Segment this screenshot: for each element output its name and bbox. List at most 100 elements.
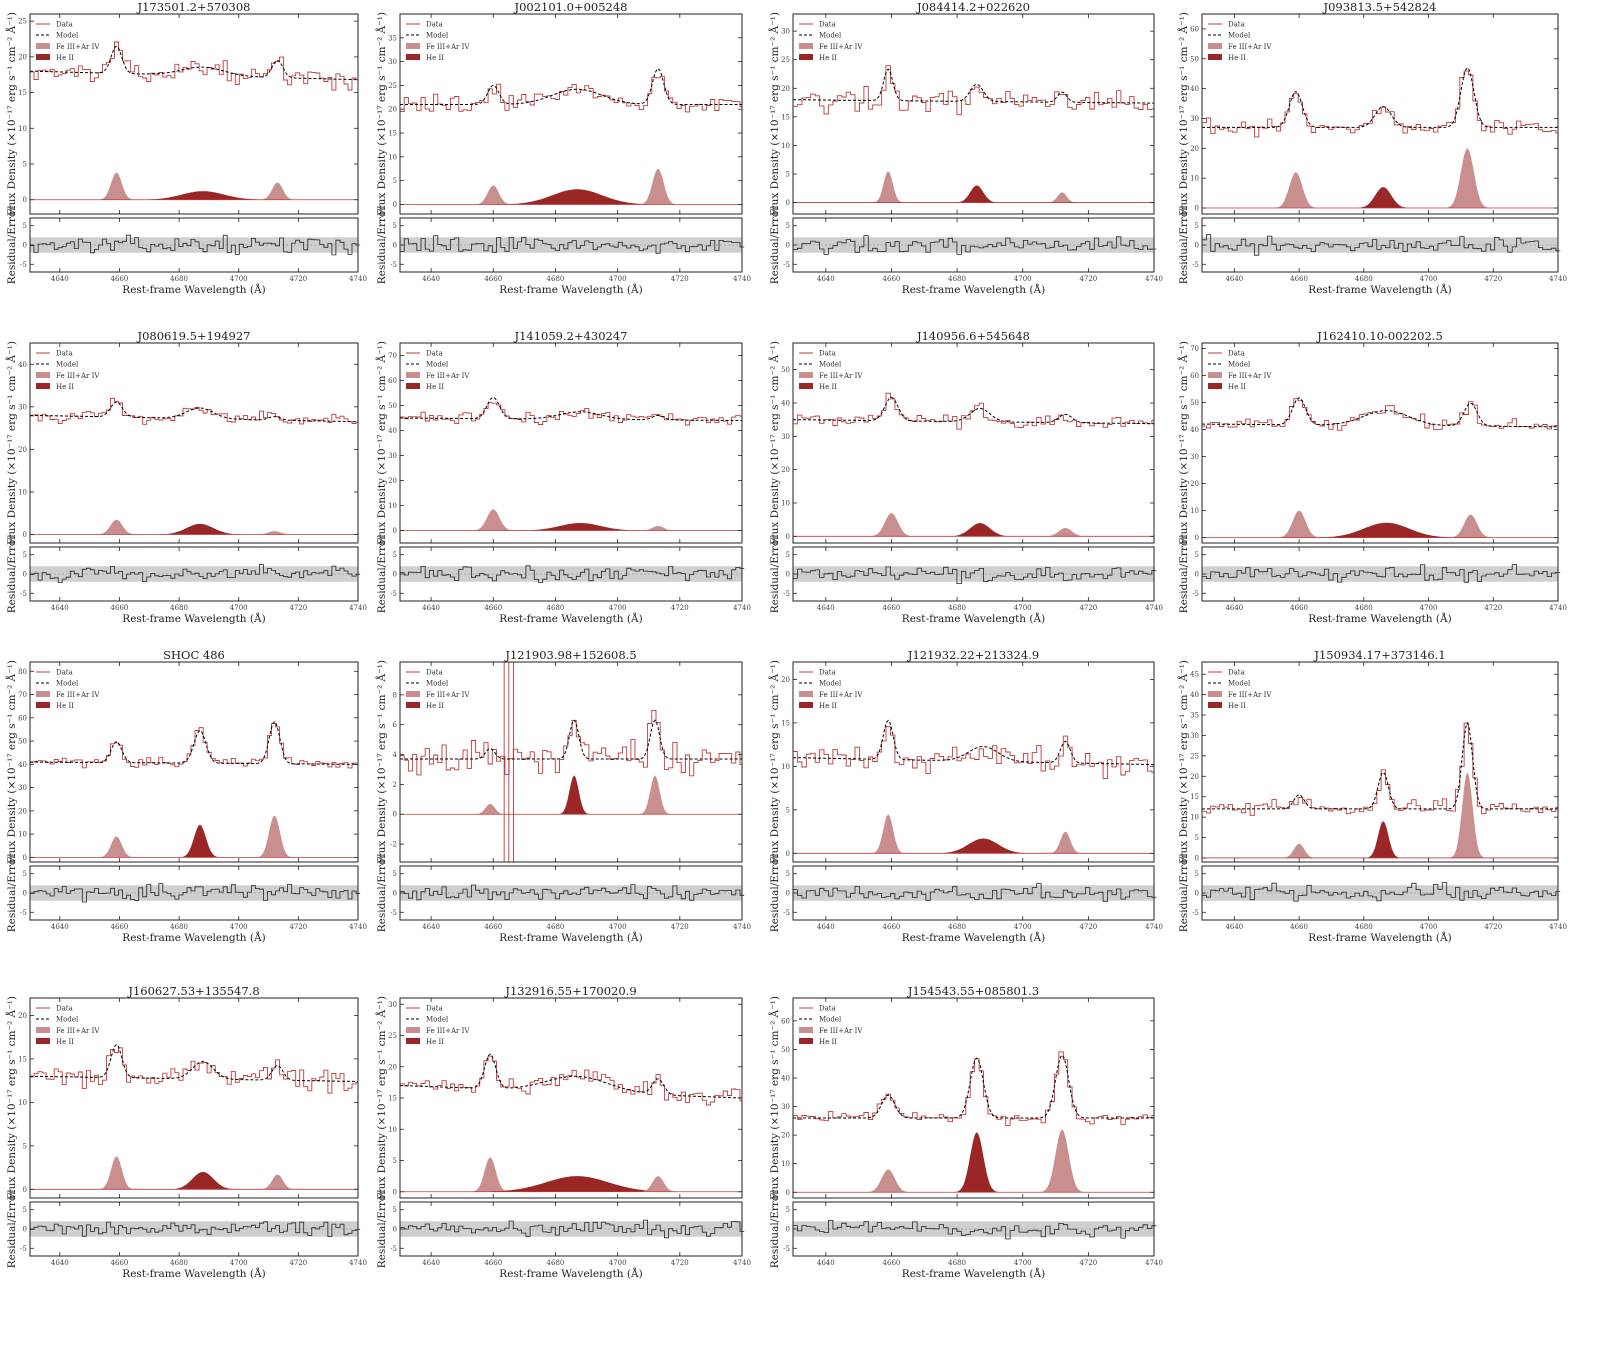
y-axis-label: Flux Density (×10⁻¹⁷ erg s⁻¹ cm⁻² Å⁻¹): [374, 996, 388, 1200]
y-tick-label: 10: [18, 1099, 27, 1107]
legend-model-label: Model: [426, 680, 449, 688]
legend-fe-swatch: [406, 372, 420, 378]
x-tick-label: 4700: [609, 923, 627, 931]
residual-y-tick-label: -5: [783, 1245, 790, 1253]
y-tick-label: 20: [781, 85, 790, 93]
fe-iii-component: [1035, 1129, 1089, 1193]
x-axis-label: Rest-frame Wavelength (Å): [1308, 282, 1451, 296]
residual-y-axis-label: Residual/Error: [376, 1189, 388, 1269]
y-axis-label: Flux Density (×10⁻¹⁷ erg s⁻¹ cm⁻² Å⁻¹): [4, 12, 18, 216]
residual-curve: [30, 564, 361, 583]
legend-model-label: Model: [819, 361, 842, 369]
chart-plot-area: [30, 397, 358, 535]
x-tick-label: 4640: [1225, 275, 1243, 283]
y-tick-label: 25: [388, 1032, 397, 1040]
y-axis-label: Flux Density (×10⁻¹⁷ erg s⁻¹ cm⁻² Å⁻¹): [4, 660, 18, 864]
residual-y-tick-label: 0: [393, 242, 397, 250]
x-tick-label: 4660: [1290, 923, 1308, 931]
legend-fe-swatch: [1208, 691, 1222, 697]
chart-title: J002101.0+005248: [513, 0, 627, 14]
x-tick-label: 4700: [230, 275, 248, 283]
chart-title: J093813.5+542824: [1322, 0, 1436, 14]
x-tick-label: 4700: [1014, 923, 1032, 931]
legend-he-label: He II: [1228, 54, 1246, 62]
y-tick-label: 60: [1190, 372, 1199, 380]
fe-iii-component: [253, 815, 296, 858]
y-tick-label: 0: [786, 199, 790, 207]
x-tick-label: 4700: [230, 923, 248, 931]
x-tick-label: 4720: [671, 275, 689, 283]
chart-legend: Data Model Fe III+Ar IV He II: [36, 350, 100, 391]
chart-plot-area: [400, 68, 742, 205]
data-spectrum: [30, 41, 358, 91]
legend-data-label: Data: [1228, 21, 1245, 29]
fe-iii-component: [636, 775, 674, 815]
chart-panel: J002101.0+005248 0 5 10 15 20 25 30 35 Data Model F…: [374, 0, 751, 296]
y-tick-label: 4: [393, 751, 398, 759]
fe-iii-component: [1444, 514, 1497, 538]
x-tick-label: 4720: [671, 604, 689, 612]
chart-panel: J162410.10-002202.5010203040506070DataMo…: [1176, 329, 1567, 625]
residual-y-tick-label: -5: [783, 261, 790, 269]
x-tick-label: 4640: [817, 923, 835, 931]
y-tick-label: 10: [18, 488, 27, 496]
y-axis-label: Flux Density (×10⁻¹⁷ erg s⁻¹ cm⁻² Å⁻¹): [767, 996, 781, 1200]
x-tick-label: 4640: [51, 275, 69, 283]
fe-iii-component: [1043, 192, 1081, 203]
legend-data-label: Data: [426, 21, 443, 29]
legend-fe-swatch: [406, 1027, 420, 1033]
y-tick-label: 20: [1190, 145, 1199, 153]
y-tick-label: 30: [388, 58, 397, 66]
residual-y-tick-label: -5: [1192, 909, 1199, 917]
x-tick-label: 4720: [1079, 604, 1097, 612]
residual-band: [400, 237, 742, 253]
chart-plot-area: [400, 396, 742, 531]
y-tick-label: 0: [1195, 534, 1199, 542]
legend-he-label: He II: [819, 702, 837, 710]
x-tick-label: 4700: [1420, 275, 1438, 283]
he-ii-component: [452, 1176, 702, 1192]
residual-y-tick-label: 5: [786, 870, 790, 878]
y-tick-label: 40: [18, 761, 27, 769]
y-tick-label: 0: [786, 533, 790, 541]
x-tick-label: 4660: [484, 604, 502, 612]
residual-y-tick-label: 5: [1195, 222, 1199, 230]
data-spectrum: [30, 397, 358, 425]
fe-iii-component: [1278, 843, 1320, 858]
x-tick-label: 4700: [609, 1259, 627, 1267]
legend-fe-swatch: [36, 1027, 50, 1033]
chart-frame: [29, 661, 359, 863]
y-tick-label: 5: [786, 806, 790, 814]
y-tick-label: 0: [23, 854, 27, 862]
residual-curve: [400, 1219, 745, 1239]
residual-curve: [1202, 564, 1561, 583]
residual-y-axis-label: Residual/Error: [1178, 853, 1190, 933]
legend-model-label: Model: [1228, 361, 1251, 369]
legend-he-swatch: [406, 702, 420, 708]
y-tick-label: 40: [781, 1075, 790, 1083]
x-axis-label: Rest-frame Wavelength (Å): [499, 611, 642, 625]
y-tick-label: 10: [18, 831, 27, 839]
y-axis-label: Flux Density (×10⁻¹⁷ erg s⁻¹ cm⁻² Å⁻¹): [374, 12, 388, 216]
y-tick-label: 0: [23, 531, 27, 539]
chart-frame: [1201, 661, 1559, 863]
y-tick-label: 30: [1190, 453, 1199, 461]
y-tick-label: 10: [388, 153, 397, 161]
legend-data-label: Data: [56, 669, 73, 677]
y-tick-label: 5: [393, 177, 397, 185]
legend-fe-swatch: [799, 691, 813, 697]
residual-y-tick-label: 5: [393, 1206, 397, 1214]
data-spectrum: [1202, 722, 1558, 816]
chart-frame: [1201, 13, 1559, 215]
y-tick-label: 40: [388, 427, 397, 435]
chart-frame: [399, 661, 743, 863]
legend-fe-label: Fe III+Ar IV: [819, 43, 863, 51]
legend-fe-label: Fe III+Ar IV: [426, 691, 470, 699]
x-tick-label: 4640: [51, 1259, 69, 1267]
x-tick-label: 4740: [733, 604, 751, 612]
residual-y-axis-label: Residual/Error: [6, 1189, 18, 1269]
legend-model-label: Model: [426, 32, 449, 40]
y-tick-label: 30: [781, 28, 790, 36]
x-tick-label: 4660: [484, 275, 502, 283]
